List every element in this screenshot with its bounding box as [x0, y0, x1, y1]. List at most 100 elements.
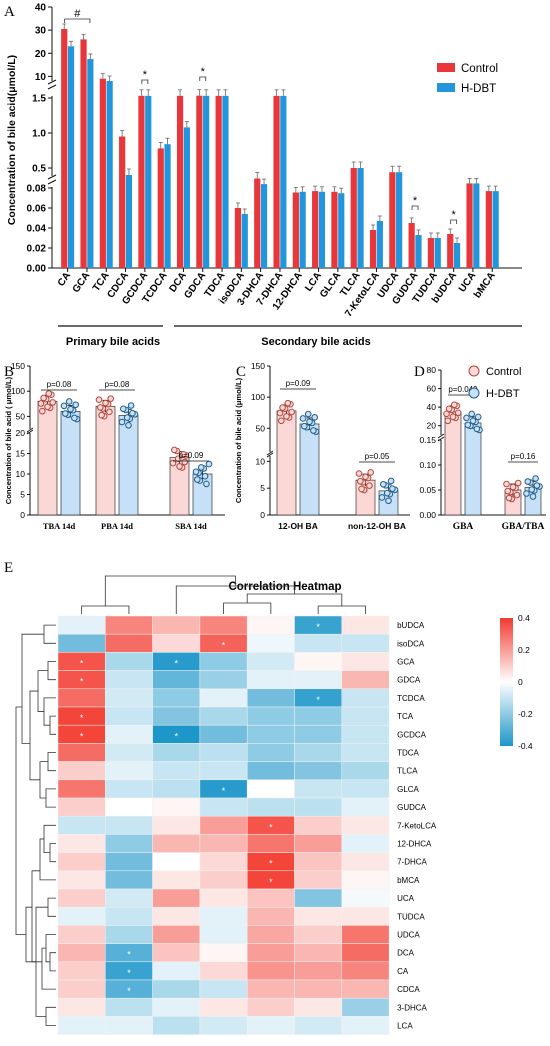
axis-break-mark — [47, 84, 57, 90]
bar-control — [61, 28, 68, 268]
heatmap-cell — [199, 688, 248, 708]
data-point — [358, 485, 365, 493]
y-tick-label: 5 — [20, 490, 25, 500]
data-point — [355, 470, 363, 477]
heatmap-row-label: GDCA — [397, 676, 421, 685]
bar-hdbt — [299, 423, 320, 516]
data-point — [98, 411, 105, 419]
heatmap-cell — [294, 652, 343, 671]
significance-mark: * — [413, 195, 418, 207]
heatmap-cell — [199, 724, 248, 744]
data-point — [197, 464, 205, 471]
axis-break-mark — [266, 452, 274, 458]
heatmap-row-label: DCA — [397, 949, 415, 958]
heatmap-cell — [341, 979, 390, 999]
data-point — [383, 489, 391, 497]
data-point — [169, 459, 177, 467]
significance-bracket — [450, 219, 458, 224]
data-point — [464, 421, 472, 429]
heatmap-cell — [294, 797, 343, 817]
data-point — [523, 490, 530, 497]
bar-control — [196, 95, 203, 268]
y-tick-label: 60 — [427, 384, 437, 394]
heatmap-cell — [152, 1016, 201, 1035]
legend-swatch-control — [437, 63, 455, 72]
data-point — [505, 494, 513, 502]
data-point — [380, 480, 387, 488]
heatmap-cell — [199, 852, 248, 872]
significance-star: * — [80, 731, 84, 741]
x-tick-label: GBA/TBA — [502, 522, 545, 532]
heatmap-cell — [105, 1016, 153, 1035]
data-point — [174, 455, 182, 463]
data-point — [301, 422, 308, 430]
data-point — [40, 394, 47, 402]
heatmap-cell — [341, 815, 390, 835]
heatmap-cell — [152, 870, 201, 890]
heatmap-cell — [341, 997, 390, 1017]
heatmap-cell — [199, 615, 248, 635]
heatmap-cell — [57, 834, 106, 853]
significance-star: * — [316, 695, 320, 705]
y-tick-label: 0.05 — [419, 485, 436, 495]
heatmap-cell — [105, 615, 153, 635]
heatmap-cell — [199, 979, 248, 999]
heatmap-cell — [341, 943, 390, 963]
data-point — [366, 482, 373, 489]
heatmap-cell — [341, 1016, 390, 1035]
bar-control — [80, 39, 87, 268]
bar-control — [215, 95, 222, 268]
dendrogram-branch — [47, 752, 56, 772]
y-tick-label: 0.00 — [419, 510, 436, 520]
heatmap-cell — [246, 761, 295, 781]
data-point — [276, 409, 284, 417]
heatmap-cell — [105, 906, 153, 926]
dendrogram-branch — [47, 897, 56, 917]
y-tick-label: 0.06 — [27, 204, 47, 215]
heatmap-cell — [199, 761, 248, 781]
bar-control — [37, 400, 58, 516]
heatmap-cell — [246, 797, 295, 817]
heatmap-row-label: CDCA — [397, 985, 420, 994]
significance-star: * — [80, 659, 84, 669]
bar-hdbt — [357, 168, 364, 268]
data-point — [72, 401, 79, 409]
heatmap-cell — [152, 615, 201, 635]
data-point — [102, 399, 109, 407]
bar-hdbt — [145, 95, 152, 268]
heatmap-cell — [294, 888, 343, 908]
panel-label-b: B — [4, 364, 14, 380]
data-point — [37, 400, 45, 407]
heatmap-cell — [105, 870, 153, 890]
bar-hdbt — [60, 411, 81, 516]
heatmap-cell — [246, 670, 295, 690]
significance-star: * — [80, 677, 84, 687]
dendrogram-branch — [37, 670, 48, 712]
dendrogram-branch — [47, 661, 56, 681]
dendrogram-branch — [45, 788, 56, 808]
bar-hdbt — [260, 184, 268, 268]
colorbar-tick-label: -0.4 — [518, 741, 533, 751]
heatmap-cell — [294, 997, 343, 1017]
data-point — [284, 399, 292, 407]
heatmap-cell — [246, 743, 295, 762]
heatmap-row-label: 12-DHCA — [397, 840, 432, 849]
data-point — [192, 468, 200, 476]
data-point — [387, 477, 395, 485]
data-point — [278, 417, 285, 425]
y-tick-label: 150 — [251, 361, 265, 371]
y-tick-label: 0.02 — [27, 244, 47, 255]
bar-hdbt — [434, 238, 441, 268]
y-tick-label: 50 — [256, 423, 266, 433]
data-point — [528, 486, 536, 493]
heatmap-cell — [246, 1016, 295, 1035]
heatmap-cell — [294, 979, 343, 999]
data-point — [514, 479, 522, 487]
heatmap-cell — [294, 925, 343, 944]
data-point — [176, 463, 183, 470]
dendrogram-branch — [317, 605, 366, 614]
group-label-primary: Primary bile acids — [66, 336, 160, 348]
data-point — [357, 477, 364, 485]
bar-control — [427, 238, 435, 268]
heatmap-cell — [57, 870, 106, 890]
